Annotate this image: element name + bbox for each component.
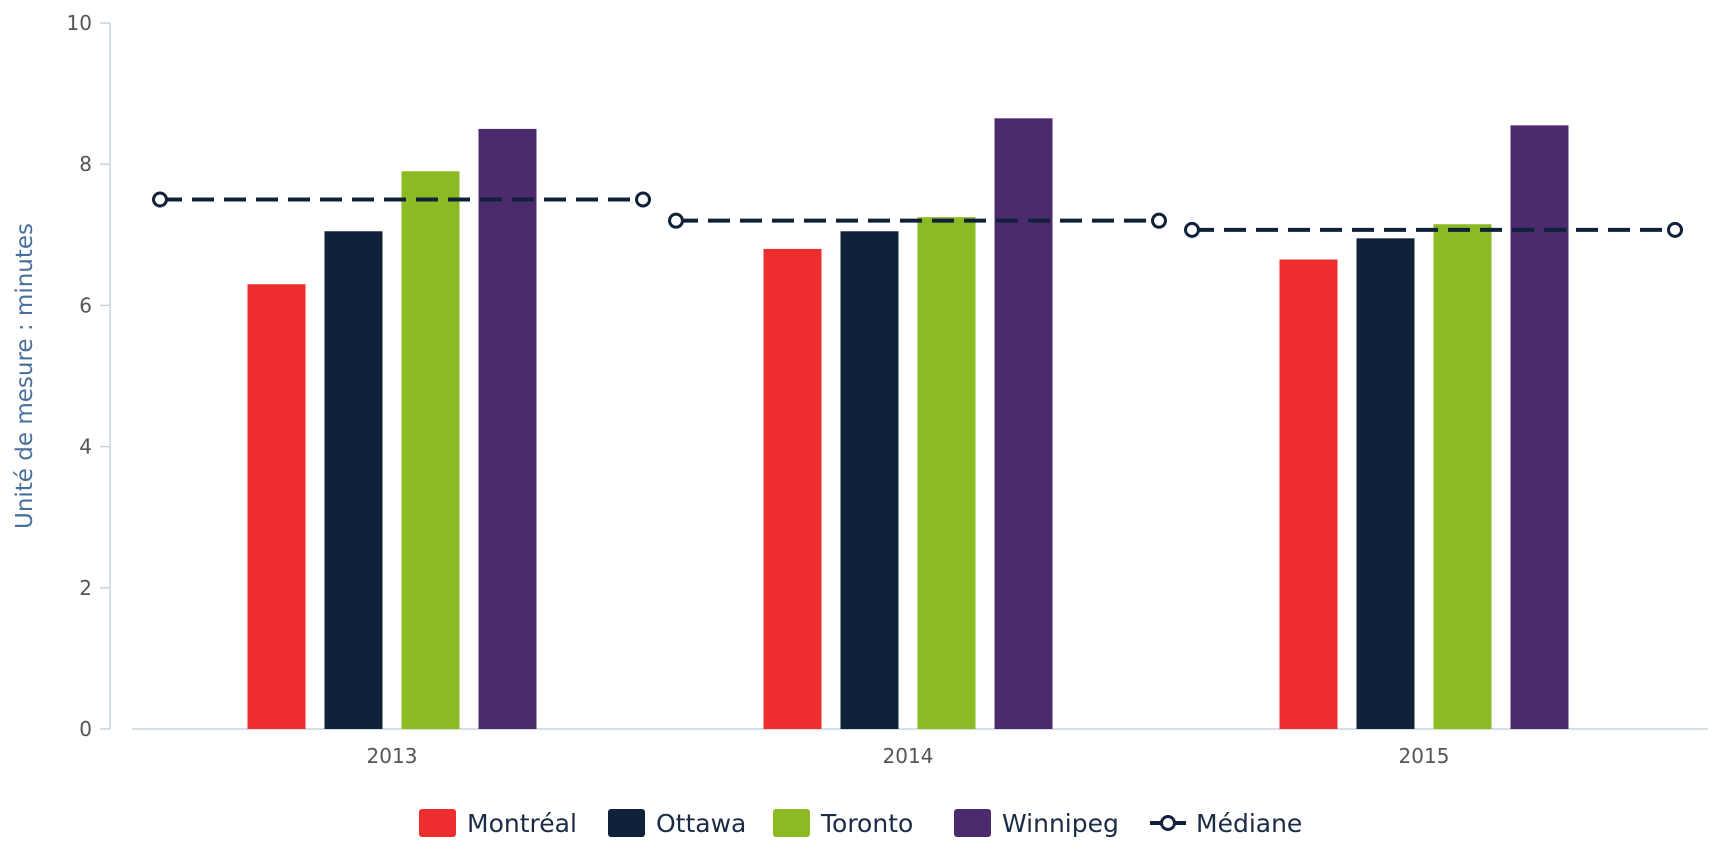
median-point <box>668 212 684 229</box>
y-tick-label: 6 <box>79 293 92 317</box>
y-tick-label: 8 <box>79 152 92 176</box>
bar <box>994 118 1053 729</box>
bar <box>1279 259 1338 729</box>
y-tick-label: 0 <box>79 717 92 741</box>
legend-swatch <box>773 809 810 837</box>
legend: Montréal Ottawa Toronto Winnipeg Médiane <box>419 809 1302 838</box>
legend-swatch <box>954 809 991 837</box>
median-point <box>1667 221 1683 238</box>
legend-swatch <box>419 809 456 837</box>
bar <box>1433 224 1492 729</box>
median-point <box>635 191 651 208</box>
legend-label: Ottawa <box>656 809 746 838</box>
legend-label: Toronto <box>820 809 913 838</box>
bar <box>247 284 306 729</box>
x-axis: 2013 2014 2015 <box>132 728 1708 768</box>
legend-label: Médiane <box>1196 809 1302 838</box>
median-point <box>152 191 168 208</box>
x-tick-label: 2015 <box>1399 744 1450 768</box>
bar <box>917 217 976 729</box>
x-tick-label: 2013 <box>367 744 418 768</box>
bar <box>1356 238 1415 729</box>
bar <box>478 128 537 729</box>
y-axis: 0 2 4 6 8 10 <box>67 11 111 741</box>
bar <box>324 231 383 729</box>
bar <box>763 248 822 730</box>
bar <box>401 171 460 729</box>
bar <box>1510 125 1569 730</box>
legend-label: Winnipeg <box>1002 809 1119 838</box>
legend-median-marker <box>1160 815 1176 831</box>
legend-swatch <box>608 809 645 837</box>
median-point <box>1184 221 1200 238</box>
y-axis-title: Unité de mesure : minutes <box>12 223 38 529</box>
y-tick-label: 2 <box>79 576 92 600</box>
median-line <box>152 191 1683 238</box>
y-tick-label: 4 <box>79 435 92 459</box>
bar <box>840 231 899 729</box>
legend-label: Montréal <box>467 809 577 838</box>
x-tick-label: 2014 <box>883 744 934 768</box>
y-tick-label: 10 <box>67 11 92 35</box>
median-point <box>1151 212 1167 229</box>
bars <box>247 118 1569 730</box>
